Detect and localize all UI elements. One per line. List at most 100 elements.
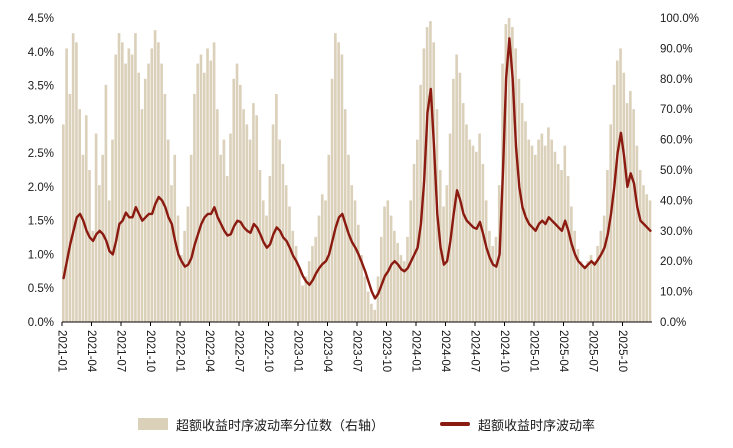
x-axis-tick-label: 2021-07 [115, 330, 127, 372]
percentile-bar [284, 185, 288, 322]
percentile-bar [386, 200, 390, 322]
chart-legend: 超额收益时序波动率分位数（右轴） 超额收益时序波动率 [0, 404, 733, 444]
right-axis-tick-label: 100.0% [660, 13, 699, 25]
percentile-bar [209, 60, 213, 323]
right-axis-tick-label: 20.0% [660, 256, 693, 268]
percentile-bar [189, 154, 193, 322]
percentile-bar [599, 230, 603, 322]
percentile-bar [242, 109, 245, 322]
percentile-bar [343, 109, 347, 322]
percentile-bar [232, 78, 236, 322]
percentile-bar [540, 133, 544, 322]
percentile-bar [143, 78, 147, 322]
left-axis-tick-label: 2.5% [28, 148, 54, 160]
x-axis-tick-label: 2024-10 [498, 330, 510, 372]
percentile-bar [468, 139, 472, 322]
percentile-bar [416, 139, 419, 322]
percentile-bar [157, 42, 160, 322]
percentile-bar [511, 27, 514, 323]
percentile-bar [275, 94, 278, 322]
percentile-bar [127, 48, 131, 323]
volatility-line [62, 37, 652, 300]
right-axis-tick-label: 40.0% [660, 195, 693, 207]
percentile-bar [596, 246, 599, 322]
right-axis-tick-label: 50.0% [660, 165, 693, 177]
percentile-bar [101, 154, 104, 322]
right-axis-tick-label: 60.0% [660, 135, 693, 147]
dual-axis-volatility-chart: 4.5% 4.0% 3.5% 3.0% 2.5% 2.0% 1.5% 1.0% 0.5% 0.0%… [28, 13, 699, 373]
percentile-bar [81, 154, 85, 322]
percentile-bar [121, 42, 124, 322]
percentile-bar [560, 170, 563, 322]
percentile-bar [366, 291, 370, 322]
percentile-bar [481, 163, 485, 322]
percentile-bar [137, 72, 141, 322]
left-axis-tick-label: 1.0% [28, 249, 54, 261]
legend-label-volatility: 超额收益时序波动率 [478, 417, 596, 433]
percentile-bar [199, 54, 203, 322]
percentile-bar [252, 103, 255, 323]
percentile-bar [615, 60, 619, 323]
percentile-bar [556, 163, 560, 322]
percentile-bar [117, 33, 121, 322]
percentile-bar [625, 103, 629, 323]
percentile-bar [170, 185, 173, 322]
percentile-bar [75, 42, 78, 322]
percentile-bar [340, 54, 344, 322]
x-axis: 2021-01 2021-04 2021-07 2021-10 2022-01 2022-… [56, 322, 628, 373]
left-axis-tick-label: 1.5% [28, 216, 54, 228]
percentile-bar [379, 236, 383, 322]
percentile-bar [334, 33, 337, 322]
percentile-bar [314, 236, 318, 322]
percentile-bar [638, 170, 642, 322]
percentile-area-swatch-icon [137, 418, 168, 430]
percentile-bar [206, 48, 209, 323]
left-axis-tick-label: 3.5% [28, 81, 54, 93]
percentile-bar [62, 124, 65, 323]
percentile-bar [491, 246, 495, 322]
x-axis-tick-label: 2022-07 [233, 330, 245, 372]
right-axis-tick-label: 0.0% [660, 317, 686, 329]
percentile-bar [576, 249, 580, 322]
percentile-bar [291, 230, 295, 322]
percentile-bar [235, 63, 239, 322]
x-axis-tick-label: 2021-01 [56, 330, 68, 372]
percentile-bar [583, 267, 586, 322]
percentile-bar [514, 48, 517, 323]
percentile-bar [406, 236, 409, 322]
percentile-bar [402, 261, 406, 322]
right-axis-tick-label: 70.0% [660, 104, 693, 116]
percentile-bar [111, 139, 114, 322]
percentile-bar [399, 255, 403, 322]
percentile-bar [65, 48, 68, 323]
percentile-bar [320, 194, 324, 322]
x-axis-tick-label: 2024-04 [439, 330, 451, 373]
percentile-bar [520, 103, 524, 323]
percentile-bar [363, 276, 367, 322]
legend-item-volatility: 超额收益时序波动率 [440, 415, 595, 434]
x-axis-tick-label: 2022-01 [174, 330, 186, 372]
percentile-bar [350, 185, 354, 322]
percentile-bar [534, 154, 537, 322]
percentile-bar [517, 78, 521, 322]
percentile-bar [452, 78, 455, 322]
legend-label-percentile: 超额收益时序波动率分位数（右轴） [175, 417, 384, 433]
right-axis: 100.0% 90.0% 80.0% 70.0% 60.0% 50.0% 40.0% 30.0… [660, 13, 699, 329]
x-axis-tick-label: 2021-04 [85, 330, 97, 373]
percentile-bar [484, 200, 488, 322]
percentile-bar [445, 185, 449, 322]
percentile-bar [648, 200, 652, 322]
x-axis-tick-label: 2023-04 [321, 330, 333, 373]
percentile-bar [396, 242, 399, 322]
percentile-bar [229, 133, 232, 322]
percentile-bar [193, 94, 196, 322]
percentile-bar [393, 230, 396, 322]
left-axis: 4.5% 4.0% 3.5% 3.0% 2.5% 2.0% 1.5% 1.0% 0.5% 0.0% [28, 13, 54, 329]
percentile-bar [153, 30, 157, 322]
percentile-bar [553, 151, 557, 322]
right-axis-tick-label: 80.0% [660, 74, 693, 86]
percentile-bar [311, 246, 314, 322]
percentile-bar [602, 215, 606, 322]
percentile-bar [612, 84, 616, 322]
x-axis-tick-label: 2024-01 [410, 330, 422, 372]
